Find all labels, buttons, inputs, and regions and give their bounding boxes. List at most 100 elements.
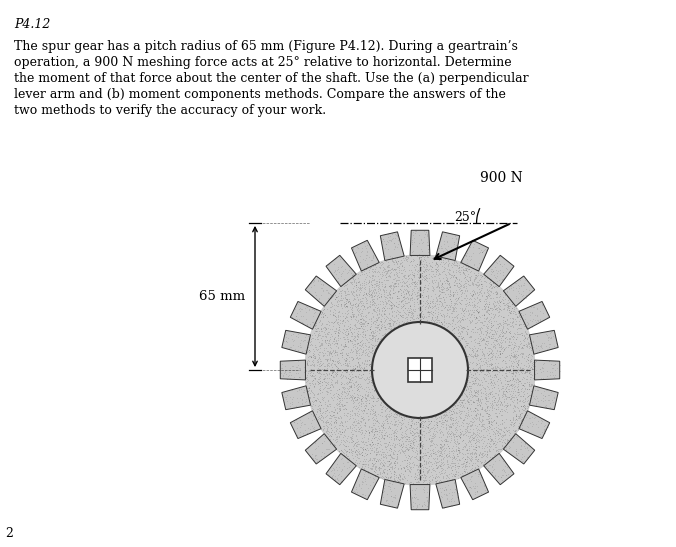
Point	[315, 315, 326, 324]
Point	[483, 368, 493, 377]
Point	[527, 317, 537, 325]
Point	[417, 360, 428, 369]
Point	[349, 295, 360, 304]
Point	[456, 391, 467, 400]
Point	[401, 281, 412, 290]
Point	[404, 291, 414, 300]
Point	[391, 434, 402, 443]
Point	[385, 283, 395, 292]
Point	[337, 351, 347, 359]
Point	[409, 418, 420, 427]
Point	[432, 421, 443, 429]
Point	[470, 306, 481, 315]
Point	[308, 382, 319, 391]
Point	[467, 482, 478, 491]
Point	[352, 458, 362, 467]
Point	[429, 319, 440, 328]
Point	[379, 343, 389, 352]
Point	[412, 382, 423, 391]
Point	[484, 300, 495, 309]
Point	[468, 374, 479, 382]
Point	[544, 391, 554, 400]
Point	[440, 408, 451, 416]
Point	[498, 382, 508, 391]
Point	[441, 437, 452, 445]
Point	[369, 336, 380, 345]
Point	[453, 342, 464, 351]
Point	[477, 349, 488, 358]
Point	[410, 468, 420, 477]
Point	[389, 256, 400, 265]
Point	[483, 306, 494, 315]
Point	[360, 283, 370, 292]
Point	[483, 379, 494, 387]
Point	[389, 300, 400, 309]
Point	[350, 405, 361, 414]
Point	[345, 327, 356, 336]
Point	[482, 327, 493, 336]
Point	[322, 374, 333, 382]
Point	[371, 280, 382, 289]
Point	[405, 303, 416, 312]
Point	[527, 309, 538, 318]
Point	[523, 320, 533, 329]
Point	[318, 377, 329, 386]
Point	[423, 408, 434, 417]
Point	[473, 307, 483, 316]
Point	[518, 335, 529, 344]
Point	[354, 351, 365, 359]
Point	[529, 410, 540, 419]
Point	[419, 347, 430, 356]
Point	[483, 434, 493, 443]
Point	[474, 363, 485, 371]
Point	[525, 343, 535, 352]
Point	[435, 280, 446, 289]
Point	[402, 345, 413, 354]
Point	[455, 283, 466, 292]
Point	[396, 419, 407, 428]
Point	[319, 337, 330, 346]
Point	[304, 369, 315, 377]
Point	[308, 410, 319, 419]
Point	[407, 443, 418, 452]
Point	[466, 422, 477, 431]
Point	[422, 299, 433, 307]
Point	[447, 410, 458, 418]
Point	[388, 329, 399, 337]
Point	[406, 294, 416, 303]
Point	[398, 448, 409, 457]
Point	[433, 358, 444, 366]
Point	[438, 346, 449, 355]
Point	[501, 362, 512, 371]
Point	[470, 410, 481, 419]
Point	[369, 364, 380, 373]
Point	[470, 349, 481, 358]
Point	[424, 368, 435, 377]
Point	[340, 452, 351, 461]
Point	[456, 407, 466, 416]
Point	[488, 416, 499, 424]
Point	[303, 387, 314, 395]
Point	[498, 435, 508, 444]
Point	[433, 261, 443, 270]
Point	[331, 270, 341, 278]
Point	[347, 271, 358, 280]
Point	[435, 376, 445, 385]
Point	[321, 421, 332, 429]
Point	[368, 260, 379, 269]
Point	[435, 322, 445, 331]
Point	[354, 324, 364, 333]
Point	[466, 301, 477, 310]
Point	[354, 480, 364, 488]
Point	[402, 405, 413, 414]
Point	[310, 450, 320, 459]
Point	[470, 453, 481, 462]
Point	[439, 326, 450, 335]
Point	[414, 471, 425, 480]
Point	[497, 475, 508, 484]
Point	[439, 408, 450, 417]
Point	[470, 438, 481, 447]
Point	[542, 330, 553, 339]
Point	[450, 408, 461, 417]
Point	[340, 281, 351, 289]
